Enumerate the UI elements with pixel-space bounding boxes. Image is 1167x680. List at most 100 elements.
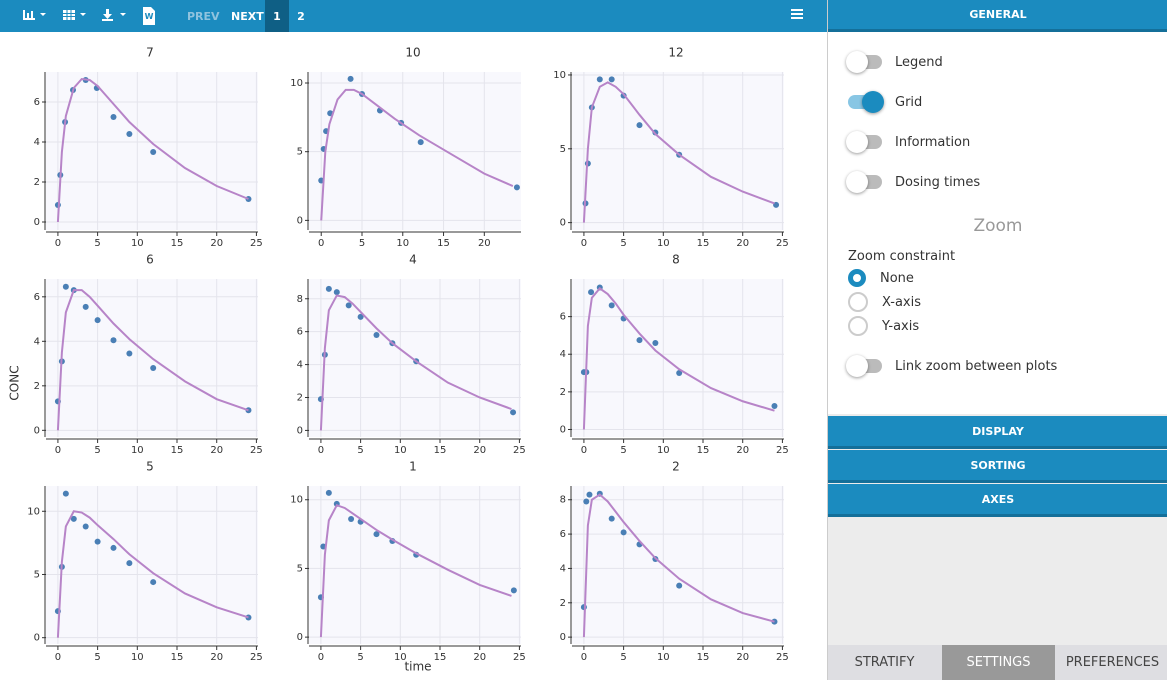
toggle[interactable]: Legend bbox=[846, 51, 943, 73]
chart-panel: 5 0 5 10 0 5 10 15 20 25 bbox=[27, 460, 263, 664]
x-tick-label: 0 bbox=[581, 445, 587, 456]
x-tick-label: 25 bbox=[776, 652, 789, 663]
x-tick-label: 5 bbox=[357, 652, 363, 663]
data-point bbox=[417, 139, 424, 146]
y-tick-label: 4 bbox=[297, 360, 303, 371]
tab[interactable]: STRATIFY bbox=[828, 645, 941, 680]
y-tick-label: 6 bbox=[560, 312, 566, 323]
prev-button[interactable]: PREV bbox=[187, 9, 220, 23]
x-tick-label: 10 bbox=[657, 652, 670, 663]
data-point bbox=[348, 515, 355, 522]
y-tick-label: 4 bbox=[34, 336, 40, 347]
toggle-knob bbox=[846, 171, 868, 193]
fit-curve bbox=[320, 88, 514, 221]
data-point bbox=[62, 490, 69, 497]
toggle-track bbox=[846, 131, 882, 153]
y-tick-label: 5 bbox=[34, 569, 40, 580]
download-icon[interactable] bbox=[102, 9, 126, 21]
radio-circle bbox=[848, 292, 868, 312]
data-point bbox=[333, 289, 340, 296]
chart-title: 12 bbox=[668, 46, 683, 60]
y-tick-label: 2 bbox=[297, 393, 303, 404]
x-tick-label: 25 bbox=[250, 238, 263, 249]
toggle[interactable]: Information bbox=[846, 131, 970, 153]
fit-curve bbox=[56, 510, 249, 638]
x-tick-label: 10 bbox=[131, 445, 144, 456]
plot-background bbox=[309, 486, 521, 644]
toggle-track bbox=[848, 91, 884, 113]
data-point bbox=[70, 515, 77, 522]
data-point bbox=[62, 283, 69, 290]
toggle-label: Legend bbox=[895, 54, 943, 70]
x-tick-label: 5 bbox=[359, 238, 365, 249]
data-point bbox=[510, 409, 517, 416]
y-tick-label: 10 bbox=[290, 495, 303, 506]
x-tick-label: 5 bbox=[620, 652, 626, 663]
y-tick-label: 0 bbox=[34, 633, 40, 644]
section-header[interactable]: SORTING bbox=[828, 450, 1167, 483]
toggle-track bbox=[846, 355, 882, 377]
data-point bbox=[676, 582, 683, 589]
chart-title: 4 bbox=[409, 253, 417, 267]
toggle-label: Grid bbox=[895, 94, 923, 110]
section-header[interactable]: DISPLAY bbox=[828, 416, 1167, 449]
radio-option[interactable]: Y-axis bbox=[848, 315, 919, 337]
general-section: Zoom Zoom constraint Legend Grid Informati… bbox=[828, 32, 1167, 414]
radio-option[interactable]: None bbox=[848, 267, 914, 289]
toggle[interactable]: Dosing times bbox=[846, 171, 980, 193]
chart-panel: 4 0 2 4 6 8 0 5 10 15 20 25 bbox=[297, 253, 526, 457]
y-tick-label: 0 bbox=[560, 424, 566, 435]
plot-background bbox=[309, 279, 521, 437]
svg-text:W: W bbox=[145, 12, 154, 21]
data-point bbox=[583, 498, 590, 505]
data-point bbox=[82, 303, 89, 310]
x-tick-label: 10 bbox=[657, 445, 670, 456]
grid-icon[interactable] bbox=[63, 10, 86, 20]
toggle[interactable]: Grid bbox=[848, 91, 922, 113]
x-tick-label: 15 bbox=[171, 652, 184, 663]
x-tick-label: 0 bbox=[318, 445, 324, 456]
x-tick-label: 25 bbox=[513, 445, 526, 456]
tab[interactable]: SETTINGS bbox=[942, 645, 1055, 680]
toolbar-icons[interactable]: W bbox=[0, 0, 170, 32]
data-point bbox=[110, 544, 117, 551]
x-tick-label: 0 bbox=[581, 238, 587, 249]
toggle-track bbox=[846, 51, 882, 73]
chart-panel: 10 0 5 10 0 5 10 15 20 bbox=[290, 46, 521, 249]
word-icon[interactable]: W bbox=[143, 7, 155, 25]
y-tick-label: 6 bbox=[297, 327, 303, 338]
y-axis-label: CONC bbox=[8, 365, 22, 400]
section-header[interactable]: AXES bbox=[828, 484, 1167, 517]
data-point bbox=[636, 122, 643, 129]
data-point bbox=[636, 337, 643, 344]
general-header[interactable]: GENERAL bbox=[828, 0, 1167, 32]
data-point bbox=[586, 491, 593, 498]
data-point bbox=[652, 339, 659, 346]
x-tick-label: 15 bbox=[697, 652, 710, 663]
tab[interactable]: PREFERENCES bbox=[1056, 645, 1167, 680]
chart-title: 1 bbox=[409, 460, 417, 474]
x-tick-label: 25 bbox=[250, 445, 263, 456]
chart-title: 8 bbox=[672, 253, 680, 267]
plot-background bbox=[309, 72, 521, 230]
chart-title: 5 bbox=[146, 460, 154, 474]
toggle[interactable]: Link zoom between plots bbox=[846, 355, 1057, 377]
y-tick-label: 2 bbox=[34, 177, 40, 188]
x-tick-label: 0 bbox=[318, 652, 324, 663]
data-point bbox=[94, 538, 101, 545]
next-button[interactable]: NEXT bbox=[231, 9, 264, 23]
x-tick-label: 20 bbox=[473, 652, 486, 663]
menu-icon[interactable] bbox=[791, 9, 805, 21]
x-tick-label: 5 bbox=[94, 238, 100, 249]
page-button[interactable]: 2 bbox=[297, 9, 305, 23]
y-tick-label: 8 bbox=[560, 495, 566, 506]
radio-option[interactable]: X-axis bbox=[848, 291, 921, 313]
fit-curve bbox=[582, 287, 775, 430]
chart-panel: 6 0 2 4 6 0 5 10 15 20 25 bbox=[34, 253, 263, 457]
chart-icon[interactable] bbox=[23, 10, 46, 20]
y-tick-label: 6 bbox=[560, 529, 566, 540]
page-button[interactable]: 1 bbox=[265, 0, 289, 32]
